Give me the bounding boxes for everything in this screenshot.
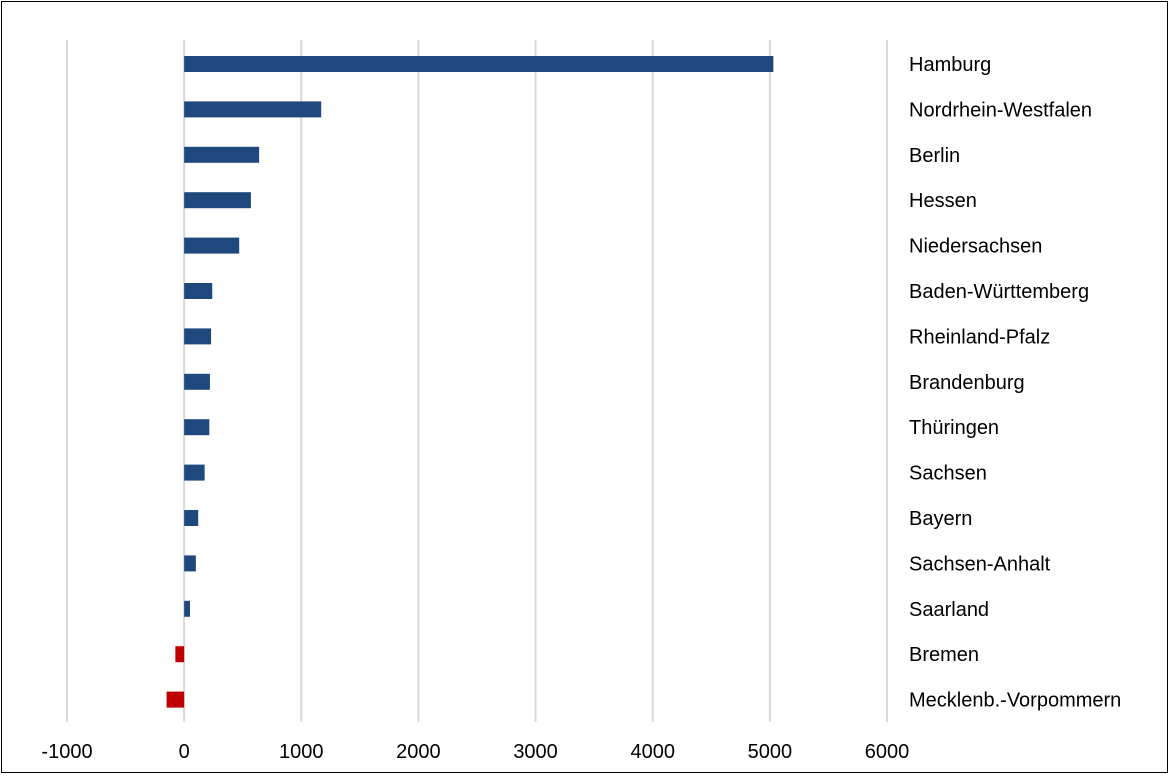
bar (184, 146, 260, 163)
category-label: Saarland (909, 599, 989, 621)
x-tick-label: 0 (179, 741, 190, 763)
bar (175, 646, 185, 663)
category-label: Sachsen-Anhalt (909, 553, 1051, 575)
category-label: Baden-Württemberg (909, 281, 1089, 303)
category-label: Nordrhein-Westfalen (909, 99, 1092, 121)
category-label: Brandenburg (909, 372, 1025, 394)
bar (184, 510, 199, 526)
category-label: Thüringen (909, 417, 999, 439)
bar (184, 328, 212, 345)
bar (184, 56, 774, 72)
category-label: Berlin (909, 145, 960, 167)
bar (184, 600, 190, 617)
x-tick-label: 2000 (396, 741, 441, 763)
bar (166, 691, 185, 708)
category-label: Niedersachsen (909, 236, 1042, 258)
x-tick-label: 1000 (279, 741, 324, 763)
category-labels: Hamburg Nordrhein-Westfalen Berlin Hessen Ni… (909, 54, 1121, 712)
category-label: Hamburg (909, 54, 991, 76)
x-tick-label: 4000 (630, 741, 675, 763)
bar (184, 237, 240, 254)
category-label: Mecklenb.-Vorpommern (909, 690, 1121, 712)
x-axis-tick-labels: -1000 0 1000 2000 3000 4000 5000 6000 (41, 741, 909, 763)
x-tick-label: 5000 (748, 741, 793, 763)
bar (184, 373, 210, 390)
x-tick-label: -1000 (41, 741, 92, 763)
bar (184, 464, 205, 481)
bars (166, 56, 774, 708)
category-label: Sachsen (909, 463, 987, 485)
bar (184, 192, 251, 209)
bar (184, 555, 196, 572)
bar (184, 419, 210, 436)
category-label: Hessen (909, 190, 977, 212)
x-tick-label: 3000 (513, 741, 558, 763)
category-label: Rheinland-Pfalz (909, 326, 1050, 348)
bar (184, 283, 213, 299)
category-label: Bayern (909, 508, 972, 530)
category-label: Bremen (909, 644, 979, 666)
x-tick-label: 6000 (865, 741, 910, 763)
bar (184, 101, 322, 118)
